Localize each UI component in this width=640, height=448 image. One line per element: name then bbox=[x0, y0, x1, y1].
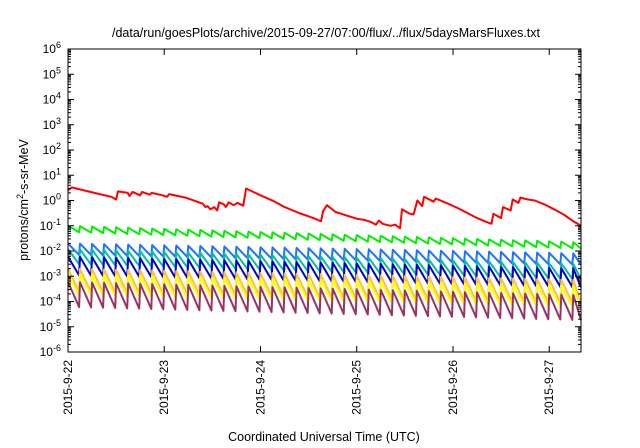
series-line-7 bbox=[67, 281, 582, 321]
series-line-0 bbox=[67, 186, 582, 230]
y-tick-label: 106 bbox=[43, 40, 61, 56]
plot-frame bbox=[67, 48, 582, 353]
y-tick-label: 10-2 bbox=[40, 242, 61, 258]
ticks-layer: 10-6 10-5 10-4 10-3 10-2 10-1 100 101 102 103 104 1… bbox=[40, 40, 581, 415]
y-tick-label: 10-1 bbox=[40, 217, 61, 233]
y-tick-label: 10-5 bbox=[40, 318, 61, 334]
y-axis-label-superscript: 2 bbox=[15, 194, 25, 199]
y-tick-label: 10-3 bbox=[40, 267, 61, 283]
y-tick-label: 100 bbox=[43, 192, 61, 208]
y-tick-label: 103 bbox=[43, 116, 61, 132]
x-tick-label: 2015-9-24 bbox=[253, 360, 267, 415]
series-line-6 bbox=[67, 273, 582, 308]
chart-title: /data/run/goesPlots/archive/2015-09-27/0… bbox=[112, 26, 541, 40]
x-axis-label: Coordinated Universal Time (UTC) bbox=[228, 430, 420, 444]
x-tick-label: 2015-9-23 bbox=[157, 360, 171, 415]
y-axis-label-main: protons/cm bbox=[17, 199, 31, 261]
series-line-4 bbox=[67, 255, 582, 288]
y-axis-label-rest: -s-sr-MeV bbox=[17, 138, 31, 194]
y-tick-label: 102 bbox=[43, 141, 61, 157]
series-line-2 bbox=[67, 242, 582, 266]
series-layer bbox=[67, 186, 582, 321]
y-tick-label: 10-4 bbox=[40, 293, 61, 309]
y-tick-label: 105 bbox=[43, 65, 61, 81]
y-tick-label: 101 bbox=[43, 166, 61, 182]
series-line-1 bbox=[67, 224, 582, 250]
series-line-3 bbox=[67, 248, 582, 280]
x-tick-label: 2015-9-26 bbox=[446, 360, 460, 415]
x-tick-label: 2015-9-22 bbox=[61, 360, 75, 415]
x-tick-label: 2015-9-25 bbox=[350, 360, 364, 415]
y-axis-label: protons/cm2-s-sr-MeV bbox=[15, 138, 31, 260]
y-tick-label: 10-6 bbox=[40, 343, 61, 359]
x-tick-label: 2015-9-27 bbox=[542, 360, 556, 415]
y-tick-label: 104 bbox=[43, 91, 61, 107]
series-line-5 bbox=[67, 267, 582, 304]
